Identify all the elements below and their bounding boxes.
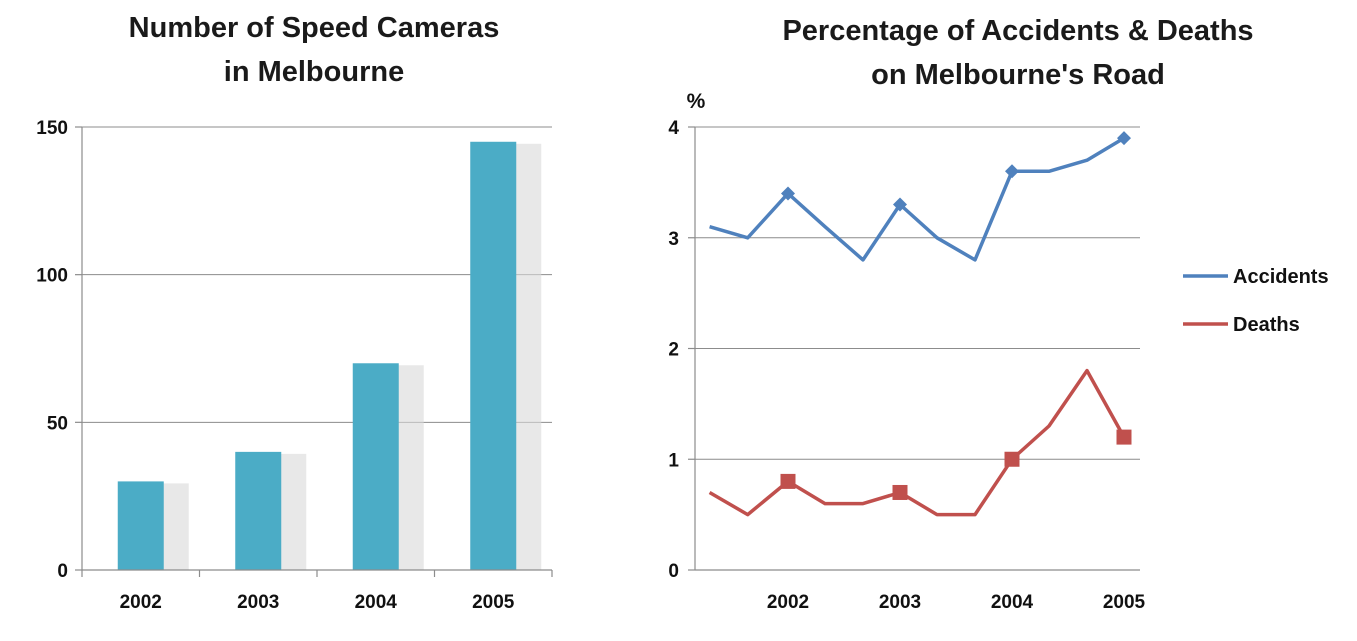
bar-x-tick-label: 2003 (237, 592, 279, 613)
bar-2004 (352, 363, 399, 570)
line-chart-title-line-2: on Melbourne's Road (871, 59, 1165, 91)
bar-x-tick-label: 2004 (355, 592, 398, 613)
line-y-tick-label: 1 (668, 450, 679, 471)
accidents-deaths-line-chart: Percentage of Accidents & Deaths on Melb… (668, 15, 1328, 613)
accidents-point-marker (1117, 131, 1131, 146)
accidents-point-marker (893, 197, 907, 212)
bar-y-tick-label: 0 (57, 561, 68, 582)
line-y-tick-label: 4 (668, 118, 679, 139)
line-x-tick-label: 2003 (879, 592, 921, 613)
legend-label-accidents: Accidents (1233, 266, 1329, 288)
legend-label-deaths: Deaths (1233, 314, 1300, 336)
line-x-tick-label: 2004 (991, 592, 1034, 613)
deaths-point-marker (1116, 429, 1132, 445)
bar-y-tick-label: 50 (47, 413, 68, 434)
bar-2005 (470, 141, 517, 570)
line-y-tick-label: 0 (668, 561, 679, 582)
line-x-tick-label: 2005 (1103, 592, 1146, 613)
speed-cameras-bar-chart: Number of Speed Cameras in Melbourne 0 50… (36, 12, 553, 613)
accidents-point-marker (781, 186, 795, 201)
series-line-deaths (708, 368, 1126, 517)
line-chart-legend: Accidents Deaths (1183, 266, 1329, 336)
series-line-accidents (709, 136, 1125, 262)
bar-chart-title-line-2: in Melbourne (224, 56, 404, 88)
bar-y-tick-label: 150 (36, 118, 68, 139)
line-chart-title-line-1: Percentage of Accidents & Deaths (782, 15, 1253, 47)
deaths-point-marker (780, 473, 796, 489)
bar-2002 (117, 481, 164, 570)
bar-2003 (235, 451, 282, 570)
bar-chart-title-line-1: Number of Speed Cameras (129, 12, 500, 44)
bar-x-tick-label: 2005 (472, 592, 515, 613)
deaths-point-marker (892, 484, 908, 500)
bar-x-tick-label: 2002 (120, 592, 162, 613)
line-y-tick-label: 2 (668, 340, 679, 361)
line-x-tick-label: 2002 (767, 592, 809, 613)
bar-y-tick-label: 100 (36, 266, 68, 287)
line-y-tick-label: 3 (668, 229, 679, 250)
deaths-point-marker (1004, 451, 1020, 467)
line-chart-y-axis-label: % (687, 90, 706, 113)
accidents-point-marker (1005, 164, 1019, 179)
